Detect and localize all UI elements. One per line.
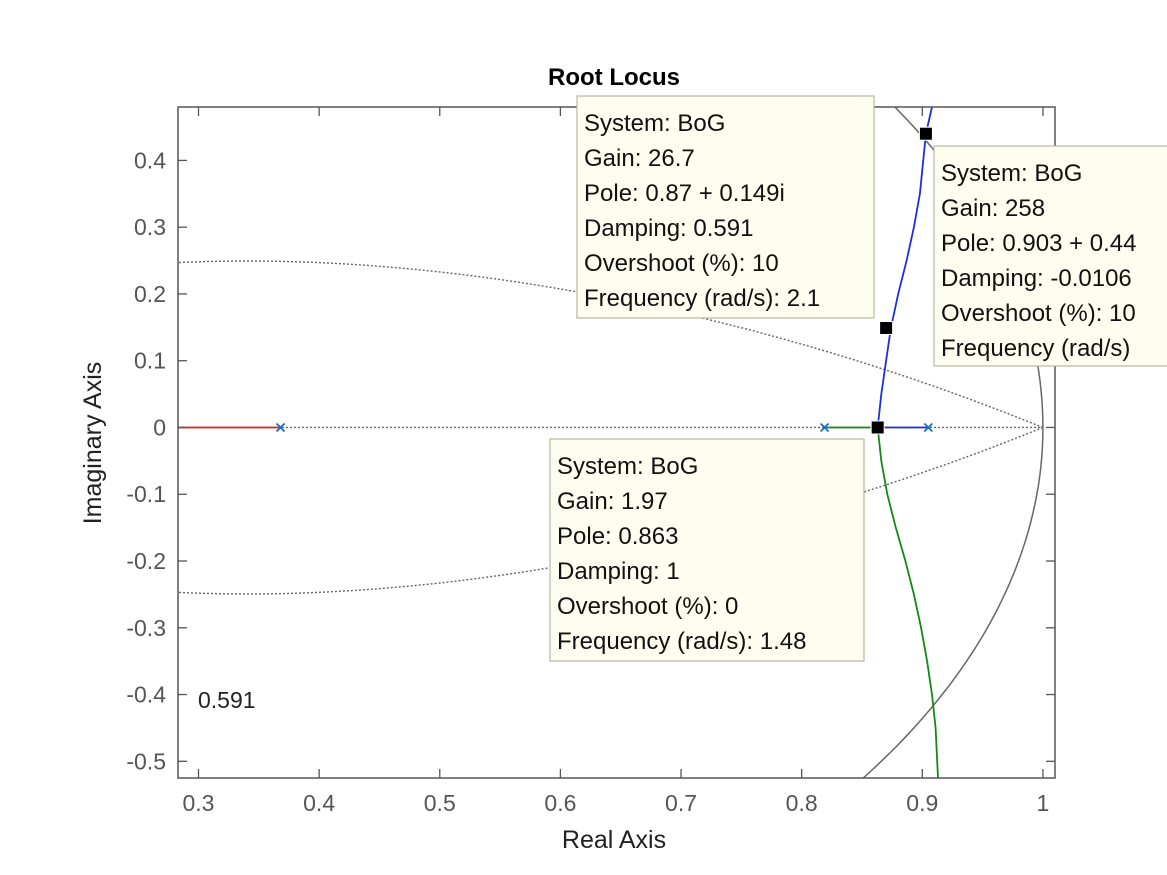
datatip-line: Overshoot (%): 10: [584, 250, 779, 277]
open-loop-poles: [275, 422, 933, 433]
datatip-line: Pole: 0.903 + 0.44: [941, 230, 1137, 257]
datatip-line: Overshoot (%): 0: [557, 593, 738, 620]
y-tick-label: -0.1: [126, 481, 166, 507]
datatip-line: Frequency (rad/s): 2.1: [584, 285, 820, 312]
y-tick-label: 0: [153, 414, 166, 440]
datatip-3: System: BoG Gain: 1.97 Pole: 0.863 Damping:…: [549, 438, 865, 662]
datatip-box: [549, 438, 865, 662]
x-axis-label: Real Axis: [562, 826, 666, 854]
y-tick-label: 0.1: [134, 348, 166, 374]
chart-title: Root Locus: [548, 64, 680, 91]
datatips: System: BoG Gain: 26.7 Pole: 0.87 + 0.149i…: [549, 95, 1167, 662]
datatip-marker-2: [918, 126, 933, 141]
datatip-markers: [870, 126, 933, 435]
x-tick-label: 0.3: [183, 790, 215, 816]
datatip-line: System: BoG: [584, 110, 725, 137]
x-tick-label: 0.8: [786, 790, 818, 816]
datatip-line: Gain: 26.7: [584, 145, 695, 172]
x-tick-label: 0.6: [544, 790, 576, 816]
y-tick-label: 0.4: [134, 147, 166, 173]
y-tick-label: -0.3: [126, 615, 166, 641]
y-tick-label: -0.2: [126, 548, 166, 574]
x-tick-label: 0.9: [906, 790, 938, 816]
y-tick-label: 0.2: [134, 281, 166, 307]
datatip-box: [576, 95, 875, 319]
x-tick-label: 0.5: [424, 790, 456, 816]
x-tick-label: 0.7: [665, 790, 697, 816]
locus-branches: [178, 107, 939, 778]
axis-ticks: 0.3 0.4 0.5 0.6 0.7 0.8 0.9 1 0.4 0.3 0.2 0.1 0 -0.1 -…: [126, 107, 1055, 816]
y-tick-label: -0.5: [126, 748, 166, 774]
datatip-line: System: BoG: [557, 453, 698, 480]
plot-area: [178, 107, 1044, 778]
datatip-line: Damping: 0.591: [584, 215, 753, 242]
datatip-marker-1: [879, 320, 894, 335]
y-tick-label: -0.4: [126, 682, 166, 708]
y-axis-label: Imaginary Axis: [79, 362, 107, 525]
datatip-line: Gain: 258: [941, 195, 1045, 222]
x-tick-label: 0.4: [303, 790, 335, 816]
x-tick-label: 1: [1037, 790, 1050, 816]
damping-grid-label: 0.591: [198, 687, 256, 713]
datatip-line: Pole: 0.87 + 0.149i: [584, 180, 785, 207]
datatip-1: System: BoG Gain: 26.7 Pole: 0.87 + 0.149i…: [576, 95, 875, 319]
y-tick-label: 0.3: [134, 214, 166, 240]
datatip-line: Frequency (rad/s): 1.48: [557, 628, 806, 655]
locus-branch-2: [824, 426, 939, 778]
datatip-line: Damping: 1: [557, 558, 680, 585]
datatip-line: Gain: 1.97: [557, 488, 668, 515]
datatip-line: System: BoG: [941, 160, 1082, 187]
open-loop-pole-3: [923, 422, 933, 433]
open-loop-pole-2: [819, 422, 830, 433]
open-loop-pole-1: [275, 422, 286, 433]
datatip-2: System: BoG Gain: 258 Pole: 0.903 + 0.44 Da…: [933, 145, 1167, 367]
datatip-line: Frequency (rad/s): [941, 335, 1130, 362]
damping-curve-upper: [178, 260, 1044, 429]
datatip-box: [933, 145, 1167, 367]
datatip-line: Pole: 0.863: [557, 523, 678, 550]
datatip-line: Damping: -0.0106: [941, 265, 1132, 292]
datatip-marker-3: [870, 420, 885, 435]
datatip-line: Overshoot (%): 10: [941, 300, 1136, 327]
locus-branch-3: [876, 107, 933, 429]
